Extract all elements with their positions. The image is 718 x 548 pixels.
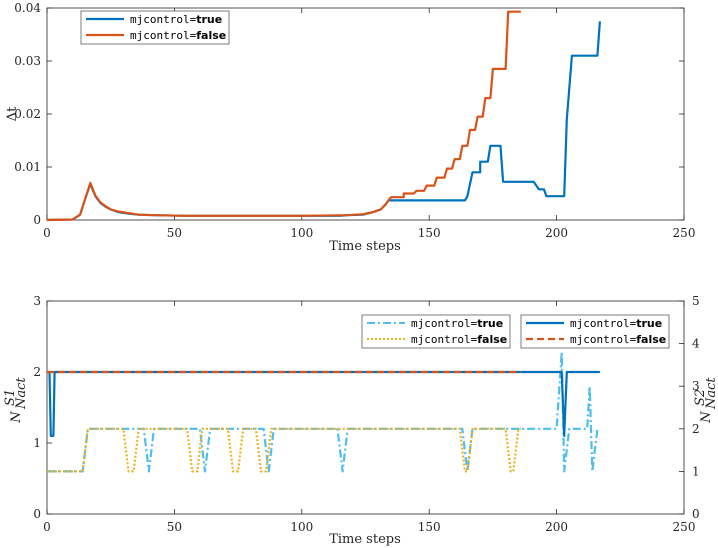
bottom-legend-right-axis: mjcontrol=true mjcontrol=false	[361, 314, 511, 349]
bottom-x-axis-label: Time steps	[329, 532, 401, 547]
top-x-tick-label: 100	[290, 226, 313, 240]
bottom-legend-label-dotted: mjcontrol=false	[411, 333, 507, 346]
bottom-left-y-tick-label: 3	[33, 294, 41, 308]
top-series-lines	[46, 10, 601, 222]
top-x-tick-label: 0	[43, 226, 51, 240]
svg-text:Nact: Nact	[704, 377, 718, 410]
bottom-right-y-tick-label: 3	[692, 379, 700, 393]
top-y-tick-label: 0.01	[14, 160, 41, 174]
top-y-axis-label: Δt	[5, 106, 20, 121]
bottom-x-tick-label: 250	[673, 520, 696, 534]
top-y-tick-label: 0.04	[14, 1, 41, 15]
svg-text:Nact: Nact	[14, 377, 29, 410]
top-legend-box	[80, 10, 230, 45]
svg-text:N: N	[9, 411, 24, 424]
top-x-tick-label: 50	[167, 226, 182, 240]
bottom-legend-label-solid: mjcontrol=true	[570, 317, 662, 330]
top-chart: 0 50 100 150 200 250 0 0.01 0.02 0.03 0.04 Time s…	[5, 1, 695, 254]
bottom-left-y-axis-label: N S1 Nact	[3, 377, 29, 424]
bottom-legend-label-dashed: mjcontrol=false	[570, 333, 666, 346]
bottom-left-y-tick-label: 2	[33, 365, 41, 379]
bottom-series-line-dotted	[47, 427, 521, 473]
top-y-tick-label: 0.03	[14, 54, 41, 68]
bottom-right-y-tick-label: 0	[692, 507, 700, 521]
bottom-legend-right-box	[361, 314, 511, 349]
bottom-right-y-tick-label: 2	[692, 422, 700, 436]
bottom-x-tick-label: 0	[43, 520, 51, 534]
bottom-right-y-tick-label: 1	[692, 464, 700, 478]
bottom-legend-left-box	[520, 314, 670, 349]
bottom-left-y-tick-label: 1	[33, 436, 41, 450]
top-series-line-false	[46, 10, 521, 222]
bottom-right-y-ticks: 0 1 2 3 4 5	[679, 294, 700, 521]
bottom-series-line-solid	[47, 370, 600, 437]
bottom-plot-frame	[46, 300, 685, 515]
bottom-x-tick-label: 200	[545, 520, 568, 534]
bottom-x-tick-label: 150	[418, 520, 441, 534]
bottom-right-y-axis-label: N S2 Nact	[693, 377, 718, 424]
bottom-x-ticks: 0 50 100 150 200 250	[43, 301, 695, 534]
top-legend-label-false: mjcontrol=false	[130, 29, 226, 42]
bottom-chart: 0 50 100 150 200 250 0 1 2 3 0 1 2 3 4 5 Time steps N…	[3, 294, 718, 547]
top-x-tick-label: 200	[545, 226, 568, 240]
bottom-series-line-dashdot	[47, 351, 599, 473]
top-x-tick-label: 150	[418, 226, 441, 240]
svg-text:S2: S2	[693, 389, 708, 406]
top-legend: mjcontrol=true mjcontrol=false	[80, 10, 230, 45]
top-series-line-true	[46, 21, 601, 222]
svg-text:N: N	[699, 411, 714, 424]
bottom-right-y-tick-label: 5	[692, 294, 700, 308]
svg-text:S1: S1	[3, 389, 18, 406]
top-y-tick-label: 0.02	[14, 107, 41, 121]
bottom-right-y-tick-label: 4	[692, 337, 700, 351]
top-x-tick-label: 250	[673, 226, 696, 240]
top-legend-label-true: mjcontrol=true	[130, 13, 222, 26]
bottom-legend-left-axis: mjcontrol=true mjcontrol=false	[520, 314, 670, 349]
bottom-left-y-tick-label: 0	[33, 507, 41, 521]
top-x-axis-label: Time steps	[329, 239, 401, 254]
top-x-ticks: 0 50 100 150 200 250	[43, 8, 695, 240]
top-y-tick-label: 0	[33, 213, 41, 227]
bottom-x-tick-label: 50	[167, 520, 182, 534]
bottom-legend-label-dashdot: mjcontrol=true	[411, 317, 503, 330]
bottom-x-tick-label: 100	[290, 520, 313, 534]
bottom-series-lines	[47, 351, 600, 473]
